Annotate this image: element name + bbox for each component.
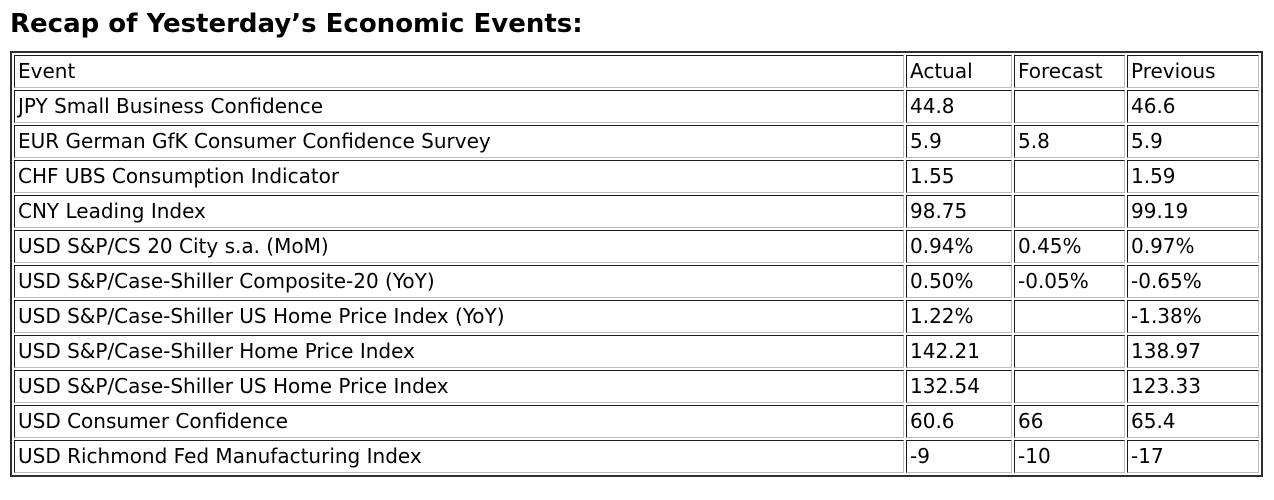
- column-header-forecast: Forecast: [1014, 55, 1125, 88]
- actual-cell: 132.54: [906, 370, 1012, 403]
- event-cell: USD S&P/Case-Shiller Composite-20 (YoY): [14, 265, 904, 298]
- actual-cell: 98.75: [906, 195, 1012, 228]
- actual-cell: 1.22%: [906, 300, 1012, 333]
- forecast-cell: 66: [1014, 405, 1125, 438]
- table-row: USD S&P/Case-Shiller US Home Price Index…: [14, 300, 1259, 333]
- actual-cell: 5.9: [906, 125, 1012, 158]
- table-row: USD S&P/CS 20 City s.a. (MoM) 0.94% 0.45…: [14, 230, 1259, 263]
- previous-cell: -1.38%: [1127, 300, 1259, 333]
- actual-cell: 142.21: [906, 335, 1012, 368]
- forecast-cell: 0.45%: [1014, 230, 1125, 263]
- actual-cell: 1.55: [906, 160, 1012, 193]
- previous-cell: 99.19: [1127, 195, 1259, 228]
- column-header-event: Event: [14, 55, 904, 88]
- table-row: EUR German GfK Consumer Confidence Surve…: [14, 125, 1259, 158]
- event-cell: CHF UBS Consumption Indicator: [14, 160, 904, 193]
- event-cell: USD S&P/Case-Shiller Home Price Index: [14, 335, 904, 368]
- table-row: USD S&P/Case-Shiller Home Price Index 14…: [14, 335, 1259, 368]
- table-header-row: Event Actual Forecast Previous: [14, 55, 1259, 88]
- event-cell: JPY Small Business Confidence: [14, 90, 904, 123]
- previous-cell: -17: [1127, 440, 1259, 473]
- previous-cell: 0.97%: [1127, 230, 1259, 263]
- table-row: USD S&P/Case-Shiller Composite-20 (YoY) …: [14, 265, 1259, 298]
- economic-events-table: Event Actual Forecast Previous JPY Small…: [10, 51, 1263, 477]
- table-row: USD Richmond Fed Manufacturing Index -9 …: [14, 440, 1259, 473]
- table-row: USD S&P/Case-Shiller US Home Price Index…: [14, 370, 1259, 403]
- page-title: Recap of Yesterday’s Economic Events:: [10, 9, 583, 39]
- previous-cell: 46.6: [1127, 90, 1259, 123]
- actual-cell: 0.94%: [906, 230, 1012, 263]
- actual-cell: -9: [906, 440, 1012, 473]
- event-cell: EUR German GfK Consumer Confidence Surve…: [14, 125, 904, 158]
- previous-cell: 138.97: [1127, 335, 1259, 368]
- previous-cell: 123.33: [1127, 370, 1259, 403]
- forecast-cell: [1014, 370, 1125, 403]
- table-row: USD Consumer Confidence 60.6 66 65.4: [14, 405, 1259, 438]
- column-header-previous: Previous: [1127, 55, 1259, 88]
- event-cell: CNY Leading Index: [14, 195, 904, 228]
- actual-cell: 60.6: [906, 405, 1012, 438]
- event-cell: USD Consumer Confidence: [14, 405, 904, 438]
- event-cell: USD S&P/Case-Shiller US Home Price Index…: [14, 300, 904, 333]
- event-cell: USD S&P/Case-Shiller US Home Price Index: [14, 370, 904, 403]
- forecast-cell: [1014, 90, 1125, 123]
- forecast-cell: -0.05%: [1014, 265, 1125, 298]
- previous-cell: -0.65%: [1127, 265, 1259, 298]
- previous-cell: 5.9: [1127, 125, 1259, 158]
- actual-cell: 0.50%: [906, 265, 1012, 298]
- event-cell: USD Richmond Fed Manufacturing Index: [14, 440, 904, 473]
- forecast-cell: -10: [1014, 440, 1125, 473]
- forecast-cell: [1014, 300, 1125, 333]
- previous-cell: 1.59: [1127, 160, 1259, 193]
- table-row: CHF UBS Consumption Indicator 1.55 1.59: [14, 160, 1259, 193]
- forecast-cell: [1014, 160, 1125, 193]
- column-header-actual: Actual: [906, 55, 1012, 88]
- forecast-cell: [1014, 195, 1125, 228]
- forecast-cell: 5.8: [1014, 125, 1125, 158]
- actual-cell: 44.8: [906, 90, 1012, 123]
- table-row: JPY Small Business Confidence 44.8 46.6: [14, 90, 1259, 123]
- table-body: JPY Small Business Confidence 44.8 46.6 …: [14, 90, 1259, 473]
- previous-cell: 65.4: [1127, 405, 1259, 438]
- event-cell: USD S&P/CS 20 City s.a. (MoM): [14, 230, 904, 263]
- forecast-cell: [1014, 335, 1125, 368]
- table-row: CNY Leading Index 98.75 99.19: [14, 195, 1259, 228]
